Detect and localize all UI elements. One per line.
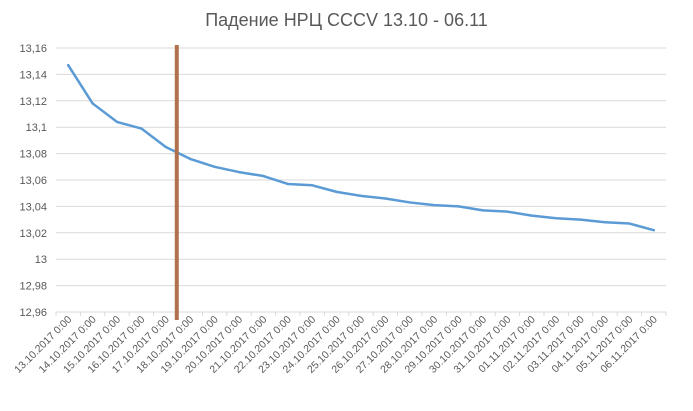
- y-tick-label: 13,1: [26, 122, 47, 134]
- y-tick-label: 13,16: [19, 43, 47, 55]
- data-point: [579, 218, 582, 221]
- y-tick-label: 13,14: [19, 69, 47, 81]
- data-point: [506, 210, 509, 213]
- y-tick-label: 13,06: [19, 175, 47, 187]
- data-point: [189, 157, 192, 161]
- data-point: [433, 203, 436, 207]
- data-point: [530, 214, 533, 217]
- y-tick-label: 13,02: [19, 228, 47, 240]
- data-point: [384, 197, 387, 200]
- data-point: [115, 120, 119, 124]
- y-tick-label: 12,96: [19, 307, 47, 319]
- data-point: [164, 145, 167, 149]
- data-point: [213, 165, 216, 168]
- data-point: [652, 228, 655, 232]
- y-tick-label: 13,12: [19, 96, 47, 108]
- data-point: [237, 170, 241, 174]
- data-point: [359, 194, 363, 198]
- data-point: [408, 201, 411, 204]
- data-point: [457, 205, 460, 208]
- y-tick-label: 12,98: [19, 281, 47, 293]
- y-tick-label: 13: [35, 254, 47, 266]
- y-tick-label: 13,04: [19, 201, 47, 213]
- data-point: [67, 63, 70, 67]
- data-point: [603, 221, 607, 224]
- data-point: [481, 209, 485, 212]
- data-point: [628, 222, 631, 225]
- data-point: [555, 217, 558, 220]
- y-tick-label: 13,08: [19, 149, 47, 161]
- data-point: [286, 182, 289, 186]
- data-point: [140, 127, 143, 130]
- chart-title: Падение НРЦ CCCV 13.10 - 06.11: [205, 10, 488, 30]
- data-point: [335, 190, 338, 194]
- data-point: [262, 174, 265, 178]
- data-point: [91, 102, 94, 105]
- series-line: [66, 63, 656, 232]
- data-point: [311, 184, 314, 187]
